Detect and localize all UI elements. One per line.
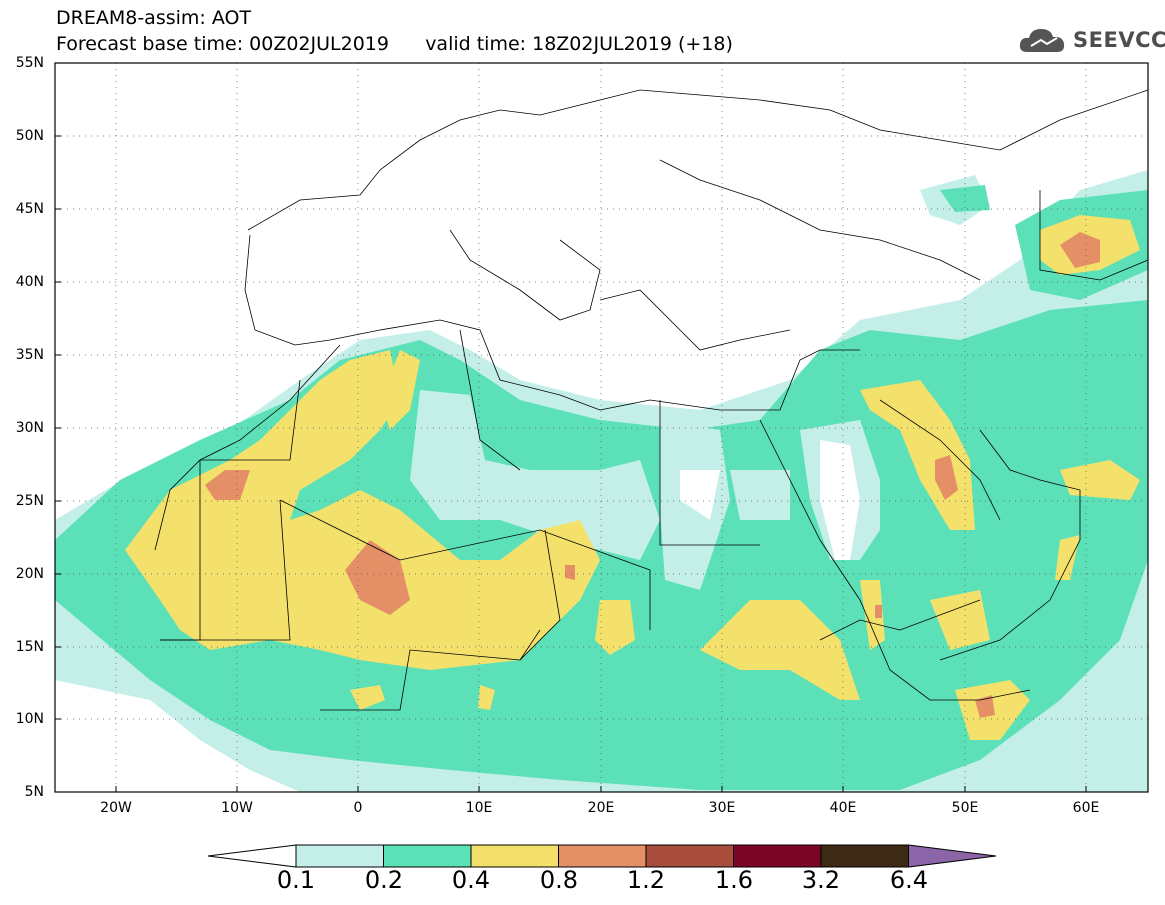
lon-label: 10W xyxy=(221,800,253,816)
logo-text: SEEVCCC xyxy=(1073,28,1165,52)
lat-label: 20N xyxy=(15,566,44,582)
colorbar-arrow-high xyxy=(908,844,997,868)
colorbar-label: 1.6 xyxy=(714,866,754,894)
lat-label: 10N xyxy=(15,711,44,727)
colorbar-label: 6.4 xyxy=(889,866,929,894)
colorbar-label: 0.1 xyxy=(276,866,316,894)
colorbar-swatch xyxy=(733,844,822,868)
colorbar-swatch xyxy=(383,844,472,868)
coastlines xyxy=(154,89,1148,711)
colorbar-swatch xyxy=(820,844,909,868)
colorbar-swatch xyxy=(558,844,647,868)
lon-label: 20W xyxy=(100,800,132,816)
lon-label: 0 xyxy=(353,800,363,816)
grid-lines xyxy=(55,63,1148,792)
forecast-times: Forecast base time: 00Z02JUL2019 valid t… xyxy=(56,33,733,55)
lat-label: 50N xyxy=(15,128,44,144)
cloud-icon xyxy=(1019,29,1065,52)
colorbar-label: 3.2 xyxy=(801,866,841,894)
map-title: DREAM8-assim: AOT xyxy=(56,7,252,29)
colorbar-label: 0.8 xyxy=(539,866,579,894)
colorbar-label: 0.2 xyxy=(364,866,404,894)
lon-label: 20E xyxy=(587,800,615,816)
lat-label: 5N xyxy=(24,784,44,800)
lat-label: 55N xyxy=(15,55,44,71)
lat-label: 40N xyxy=(15,274,44,290)
lat-label: 15N xyxy=(15,639,44,655)
lon-label: 30E xyxy=(708,800,736,816)
lat-label: 30N xyxy=(15,420,44,436)
lon-label: 60E xyxy=(1072,800,1100,816)
seevccc-logo: SEEVCCC xyxy=(1017,24,1165,58)
lon-label: 40E xyxy=(829,800,857,816)
colorbar-label: 1.2 xyxy=(626,866,666,894)
tick-marks xyxy=(55,135,1087,792)
lat-label: 35N xyxy=(15,347,44,363)
aot-band-0-8 xyxy=(205,232,1100,718)
lon-label: 10E xyxy=(465,800,493,816)
colorbar-swatch xyxy=(645,844,734,868)
aot-clear-patches xyxy=(680,440,860,560)
aot-band-0-4 xyxy=(125,215,1140,740)
colorbar-arrow-low xyxy=(207,844,297,868)
lat-label: 25N xyxy=(15,493,44,509)
colorbar-swatch xyxy=(295,844,384,868)
lat-label: 45N xyxy=(15,201,44,217)
colorbar-swatch xyxy=(470,844,559,868)
lon-label: 50E xyxy=(951,800,979,816)
colorbar-label: 0.4 xyxy=(451,866,491,894)
